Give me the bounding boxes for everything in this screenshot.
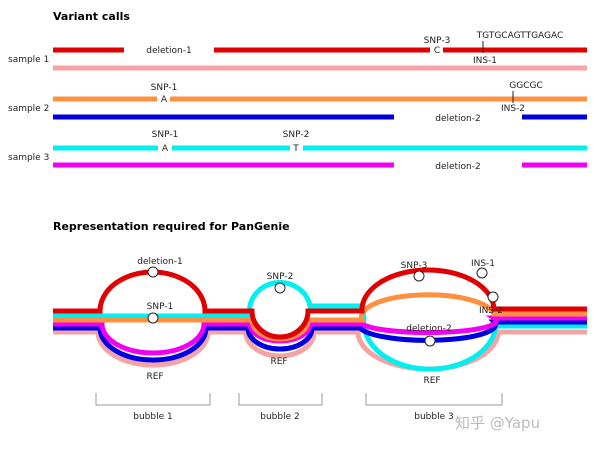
variant-nodes	[147, 266, 499, 347]
sample-3-label: sample 3	[8, 153, 49, 163]
deletion-1-label: deletion-1	[146, 46, 192, 56]
bubble-3-bracket	[365, 393, 503, 406]
snp-1-allele-s3: A	[162, 144, 169, 154]
variant-calls-title: Variant calls	[53, 10, 130, 23]
deletion-2-label-s3: deletion-2	[435, 162, 481, 172]
node-ins-2	[487, 291, 499, 303]
sample-1-label: sample 1	[8, 55, 49, 65]
bubble-1-label: bubble 1	[133, 412, 172, 422]
snp-1-allele-s2: A	[161, 95, 168, 105]
graph-snp-3-label: SNP-3	[401, 261, 428, 271]
bubble-2-bracket	[238, 393, 323, 406]
node-ins-1	[476, 267, 488, 279]
pangenie-title: Representation required for PanGenie	[53, 220, 290, 233]
path-sample-2-hap-2	[53, 319, 587, 363]
snp-3-label: SNP-3	[424, 36, 451, 46]
node-snp-1	[147, 312, 159, 324]
graph-paths	[53, 267, 587, 372]
bubble-1-bracket	[95, 393, 211, 406]
graph-deletion-1-label: deletion-1	[137, 257, 183, 267]
ins-1-label: INS-1	[473, 56, 497, 66]
watermark: 知乎 @Yapu	[455, 414, 540, 432]
graph-snp-1-label: SNP-1	[147, 302, 174, 312]
node-snp-2	[274, 282, 286, 294]
ins-2-label: INS-2	[501, 104, 525, 114]
snp-3-allele: C	[434, 46, 440, 56]
graph-ins-1-label: INS-1	[471, 259, 495, 269]
snp-1-label-s3: SNP-1	[152, 130, 179, 140]
node-snp-3	[413, 270, 425, 282]
node-deletion-1	[147, 266, 159, 278]
ref-label-bubble-3: REF	[423, 376, 440, 386]
bubble-3-label: bubble 3	[414, 412, 453, 422]
bubble-2-label: bubble 2	[260, 412, 299, 422]
graph-deletion-2-label: deletion-2	[406, 324, 452, 334]
ins-1-sequence: TGTGCAGTTGAGAC	[476, 31, 564, 41]
path-sample-1-hap-1	[53, 267, 587, 340]
sample-2-label: sample 2	[8, 104, 49, 114]
ins-2-sequence: GGCGC	[509, 81, 543, 91]
snp-1-label-s2: SNP-1	[151, 83, 178, 93]
snp-2-allele: T	[292, 144, 299, 154]
deletion-2-label-s2: deletion-2	[435, 114, 481, 124]
ref-label-bubble-2: REF	[270, 357, 287, 367]
graph-snp-2-label: SNP-2	[267, 272, 294, 282]
ref-label-bubble-1: REF	[146, 372, 163, 382]
snp-2-label: SNP-2	[283, 130, 310, 140]
node-deletion-2	[424, 335, 436, 347]
graph-ins-2-label: INS-2	[479, 306, 503, 316]
